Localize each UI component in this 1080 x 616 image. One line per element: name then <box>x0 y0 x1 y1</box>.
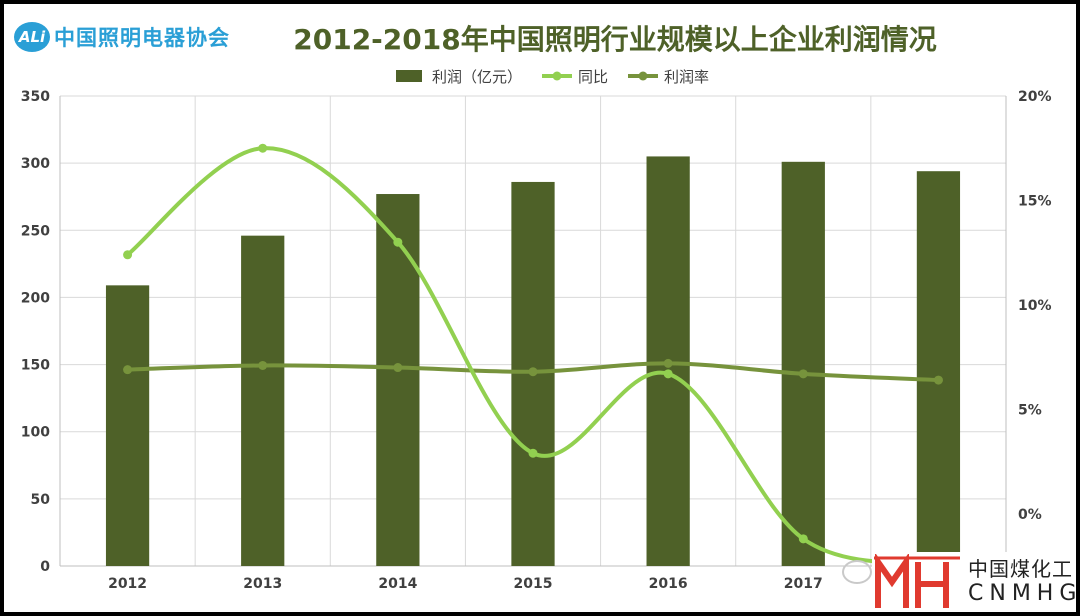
chat-bubble-icon <box>842 560 872 584</box>
yoy-point <box>123 250 133 260</box>
yoy-point <box>663 369 673 379</box>
category-label: 2015 <box>514 576 553 592</box>
watermark-logo-icon <box>872 552 962 610</box>
watermark: 中国煤化工 CNMHG <box>872 552 1076 612</box>
legend-swatch-point <box>638 71 648 81</box>
logo-text: 中国照明电器协会 <box>54 25 230 50</box>
category-label: 2014 <box>378 576 417 592</box>
bar <box>241 235 285 566</box>
left-tick-label: 300 <box>21 156 50 172</box>
legend-label: 利润率 <box>664 68 709 86</box>
right-tick-label: 0% <box>1018 507 1042 523</box>
margin-point <box>663 358 673 368</box>
bar <box>105 285 150 566</box>
left-tick-label: 350 <box>21 89 50 105</box>
margin-point <box>933 375 943 385</box>
category-label: 2012 <box>108 576 147 592</box>
category-label: 2013 <box>243 576 282 592</box>
left-tick-label: 150 <box>21 358 50 374</box>
margin-point <box>123 365 133 375</box>
right-tick-label: 20% <box>1018 89 1052 105</box>
margin-point <box>393 363 403 373</box>
yoy-point <box>258 143 268 153</box>
legend-swatch-point <box>552 71 562 81</box>
left-tick-label: 0 <box>40 559 50 575</box>
bar <box>916 171 961 566</box>
right-tick-label: 5% <box>1018 402 1042 418</box>
bar <box>376 194 420 566</box>
category-label: 2016 <box>649 576 688 592</box>
left-tick-label: 200 <box>21 290 50 306</box>
yoy-point <box>528 448 538 458</box>
category-label: 2017 <box>784 576 823 592</box>
watermark-en: CNMHG <box>968 580 1076 606</box>
yoy-point <box>393 237 403 247</box>
chart-frame: ALi 中国照明电器协会 2012-2018年中国照明行业规模以上企业利润情况 … <box>4 4 1076 612</box>
margin-point <box>798 369 808 379</box>
margin-point <box>258 360 268 370</box>
combo-chart: 0 50 100 150 200 250 300 350 0% 5% 10% 15% 20% 2012 20… <box>21 68 1052 592</box>
chart-title: 2012-2018年中国照明行业规模以上企业利润情况 <box>293 23 937 56</box>
yoy-point <box>798 534 808 544</box>
legend-label: 利润（亿元） <box>432 68 522 86</box>
margin-point <box>528 367 538 377</box>
right-tick-label: 10% <box>1018 298 1052 314</box>
bar <box>781 161 825 567</box>
association-logo: ALi 中国照明电器协会 <box>14 20 230 54</box>
left-tick-label: 50 <box>31 492 51 508</box>
left-tick-label: 100 <box>21 425 50 441</box>
logo-badge: ALi <box>14 22 50 52</box>
right-tick-label: 15% <box>1018 193 1052 209</box>
legend-swatch-bar <box>396 70 422 82</box>
legend-label: 同比 <box>578 68 608 86</box>
watermark-cn: 中国煤化工 <box>968 556 1073 581</box>
left-tick-label: 250 <box>21 223 50 239</box>
